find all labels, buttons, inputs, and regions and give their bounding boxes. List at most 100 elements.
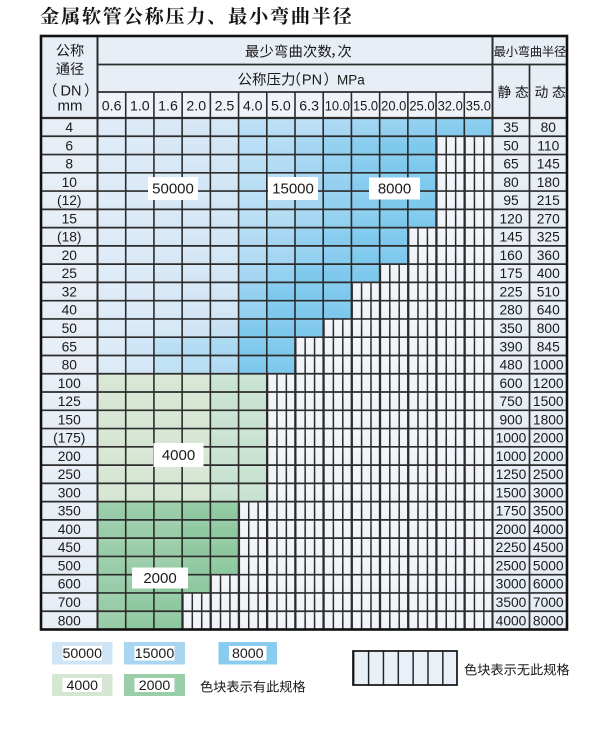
svg-text:845: 845: [537, 339, 560, 354]
svg-text:2000: 2000: [496, 522, 527, 537]
svg-text:(175): (175): [53, 431, 85, 446]
svg-text:510: 510: [537, 284, 560, 299]
svg-text:3500: 3500: [496, 595, 527, 610]
svg-text:600: 600: [58, 577, 81, 592]
svg-text:3500: 3500: [533, 504, 564, 519]
svg-text:2000: 2000: [139, 678, 171, 694]
svg-text:1000: 1000: [533, 358, 564, 373]
svg-text:8000: 8000: [232, 646, 264, 662]
svg-text:500: 500: [58, 558, 81, 573]
svg-text:65: 65: [62, 339, 78, 354]
svg-text:200: 200: [58, 449, 81, 464]
svg-text:35.0: 35.0: [466, 99, 491, 115]
svg-text:350: 350: [499, 321, 522, 336]
svg-text:DN: DN: [61, 84, 82, 100]
svg-text:1750: 1750: [496, 504, 527, 519]
svg-text:250: 250: [58, 467, 81, 482]
svg-text:2.0: 2.0: [186, 99, 206, 115]
svg-text:2.5: 2.5: [215, 99, 235, 115]
svg-text:80: 80: [62, 358, 78, 373]
svg-text:2000: 2000: [143, 570, 176, 587]
svg-text:270: 270: [537, 211, 560, 226]
svg-text:PN: PN: [302, 73, 322, 89]
svg-text:8: 8: [65, 157, 73, 172]
svg-text:95: 95: [503, 193, 519, 208]
svg-text:6.3: 6.3: [299, 99, 319, 115]
svg-text:10: 10: [62, 175, 78, 190]
svg-text:1.0: 1.0: [130, 99, 150, 115]
svg-text:390: 390: [499, 339, 522, 354]
svg-text:1800: 1800: [533, 412, 564, 427]
svg-text:450: 450: [58, 540, 81, 555]
svg-text:0.6: 0.6: [102, 99, 122, 115]
svg-text:20: 20: [62, 248, 78, 263]
svg-text:7000: 7000: [533, 595, 564, 610]
svg-text:360: 360: [537, 248, 560, 263]
svg-text:280: 280: [499, 303, 522, 318]
svg-text:(18): (18): [57, 230, 82, 245]
svg-text:4000: 4000: [533, 522, 564, 537]
svg-text:400: 400: [58, 522, 81, 537]
svg-text:(12): (12): [57, 193, 82, 208]
svg-text:180: 180: [537, 175, 560, 190]
svg-text:145: 145: [537, 157, 560, 172]
svg-text:mm: mm: [58, 98, 83, 115]
svg-text:1250: 1250: [496, 467, 527, 482]
svg-text:4: 4: [65, 120, 73, 135]
svg-text:900: 900: [499, 412, 522, 427]
svg-text:1200: 1200: [533, 376, 564, 391]
svg-text:110: 110: [537, 138, 559, 153]
svg-text:300: 300: [58, 485, 81, 500]
svg-text:40: 40: [62, 303, 78, 318]
svg-text:1000: 1000: [496, 431, 527, 446]
svg-text:2000: 2000: [533, 431, 564, 446]
svg-text:15: 15: [62, 211, 78, 226]
svg-text:2500: 2500: [533, 467, 564, 482]
svg-text:50: 50: [503, 138, 519, 153]
svg-text:120: 120: [499, 211, 522, 226]
svg-text:1000: 1000: [496, 449, 527, 464]
svg-text:4000: 4000: [66, 678, 98, 694]
svg-text:5000: 5000: [533, 558, 564, 573]
svg-text:3000: 3000: [533, 485, 564, 500]
svg-text:80: 80: [541, 120, 557, 135]
svg-text:32: 32: [62, 284, 77, 299]
svg-text:2250: 2250: [496, 540, 527, 555]
svg-text:2000: 2000: [533, 449, 564, 464]
svg-text:215: 215: [537, 193, 560, 208]
svg-text:8000: 8000: [533, 613, 564, 628]
svg-text:5.0: 5.0: [271, 99, 291, 115]
svg-text:50000: 50000: [63, 646, 103, 662]
svg-text:800: 800: [537, 321, 560, 336]
svg-text:175: 175: [499, 266, 522, 281]
svg-text:25.0: 25.0: [409, 99, 434, 115]
svg-text:4000: 4000: [496, 613, 527, 628]
svg-text:50: 50: [62, 321, 78, 336]
svg-text:6000: 6000: [533, 577, 564, 592]
svg-text:750: 750: [499, 394, 522, 409]
svg-text:4500: 4500: [533, 540, 564, 555]
svg-text:150: 150: [58, 412, 81, 427]
svg-text:145: 145: [499, 230, 522, 245]
svg-text:1.6: 1.6: [158, 99, 178, 115]
svg-text:700: 700: [58, 595, 81, 610]
svg-text:50000: 50000: [152, 181, 194, 198]
svg-text:640: 640: [537, 303, 560, 318]
svg-text:2500: 2500: [496, 558, 527, 573]
svg-text:32.0: 32.0: [438, 99, 463, 115]
svg-text:35: 35: [503, 120, 519, 135]
svg-text:15000: 15000: [135, 646, 175, 662]
svg-text:1500: 1500: [533, 394, 564, 409]
svg-text:160: 160: [499, 248, 522, 263]
svg-text:400: 400: [537, 266, 560, 281]
svg-text:20.0: 20.0: [381, 99, 406, 115]
svg-text:15.0: 15.0: [353, 99, 378, 115]
svg-text:4.0: 4.0: [243, 99, 263, 115]
svg-text:600: 600: [499, 376, 522, 391]
svg-text:800: 800: [58, 613, 81, 628]
svg-text:3000: 3000: [496, 577, 527, 592]
svg-text:MPa: MPa: [337, 72, 365, 87]
svg-text:125: 125: [58, 394, 81, 409]
svg-text:1500: 1500: [496, 485, 527, 500]
svg-text:4000: 4000: [162, 447, 195, 464]
